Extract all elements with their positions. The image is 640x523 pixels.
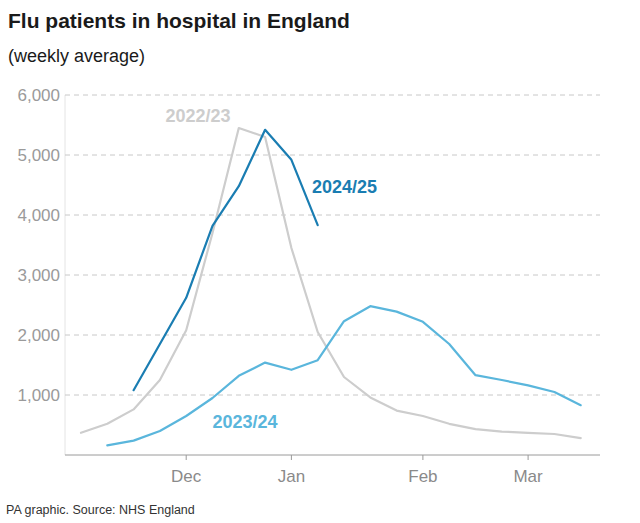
y-tick-label: 4,000 [17, 206, 60, 225]
grid-line [65, 215, 600, 216]
x-tick [291, 455, 292, 460]
series-label: 2023/24 [212, 412, 277, 432]
lines [81, 128, 581, 445]
series-label: 2022/23 [165, 106, 230, 126]
grid-line [65, 155, 600, 156]
grid-line [65, 335, 600, 336]
y-tick-label: 3,000 [17, 266, 60, 285]
x-tick [186, 455, 187, 460]
x-tick-label: Dec [171, 467, 202, 486]
x-tick-label: Feb [408, 467, 437, 486]
x-tick-label: Jan [278, 467, 305, 486]
x-tick [528, 455, 529, 460]
grid-line [65, 275, 600, 276]
chart: Flu patients in hospital in England (week… [0, 0, 640, 523]
x-axis-line [65, 455, 600, 456]
y-tick-label: 1,000 [17, 386, 60, 405]
x-tick-label: Mar [513, 467, 543, 486]
series-line [81, 128, 581, 438]
series-line [134, 130, 318, 390]
subtitle: (weekly average) [8, 46, 145, 66]
grid-line [65, 95, 600, 96]
y-tick-label: 2,000 [17, 326, 60, 345]
title: Flu patients in hospital in England [8, 9, 350, 32]
y-tick-label: 6,000 [17, 86, 60, 105]
y-tick-label: 5,000 [17, 146, 60, 165]
series-line [107, 306, 580, 445]
x-tick [422, 455, 423, 460]
series-label: 2024/25 [312, 177, 377, 197]
source: PA graphic. Source: NHS England [6, 503, 195, 517]
